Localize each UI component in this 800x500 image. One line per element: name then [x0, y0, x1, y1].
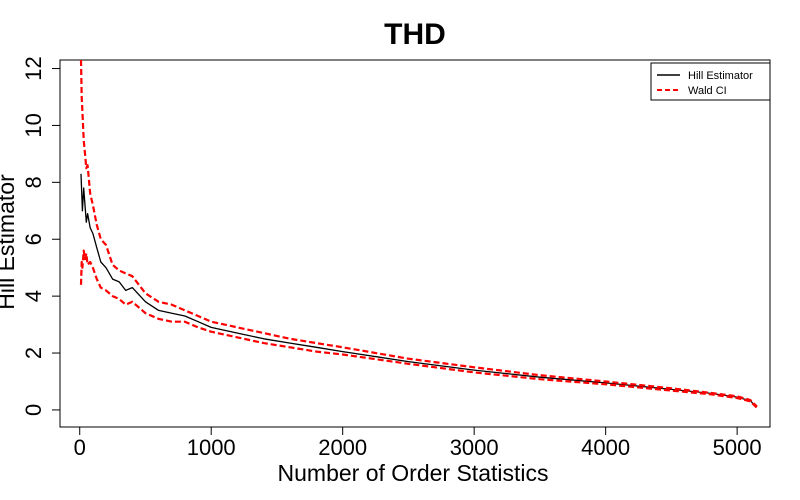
y-tick-label: 4	[21, 290, 46, 302]
x-tick-label: 2000	[318, 435, 367, 460]
x-tick-label: 5000	[713, 435, 762, 460]
x-tick-label: 0	[74, 435, 86, 460]
plot-frame	[59, 59, 771, 428]
series-layer	[79, 59, 758, 409]
legend-label-hill-estimator: Hill Estimator	[688, 70, 753, 82]
legend-label-wald-ci: Wald CI	[688, 85, 727, 97]
x-tick-label: 4000	[581, 435, 630, 460]
y-tick-label: 8	[21, 176, 46, 188]
x-tick-label: 3000	[450, 435, 499, 460]
y-tick-label: 10	[21, 113, 46, 137]
series-line-wald-ci	[79, 59, 758, 408]
y-tick-label: 6	[21, 233, 46, 245]
x-axis-label: Number of Order Statistics	[278, 460, 549, 486]
legend-box	[650, 62, 771, 101]
chart-title: THD	[384, 18, 446, 51]
x-axis: 0 1000 2000 3000 4000 5000	[74, 426, 762, 460]
y-axis: 0 2 4 6 8 10 12	[21, 56, 61, 416]
y-tick-label: 12	[21, 56, 46, 80]
x-tick-label: 1000	[187, 435, 236, 460]
legend: Hill Estimator Wald CI	[650, 62, 771, 101]
series-line-hill-estimator	[80, 173, 758, 408]
y-axis-label: Hill Estimator	[0, 174, 19, 310]
series-line-wald-ci-lower	[79, 249, 758, 409]
y-tick-label: 2	[21, 347, 46, 359]
y-tick-label: 0	[21, 404, 46, 416]
